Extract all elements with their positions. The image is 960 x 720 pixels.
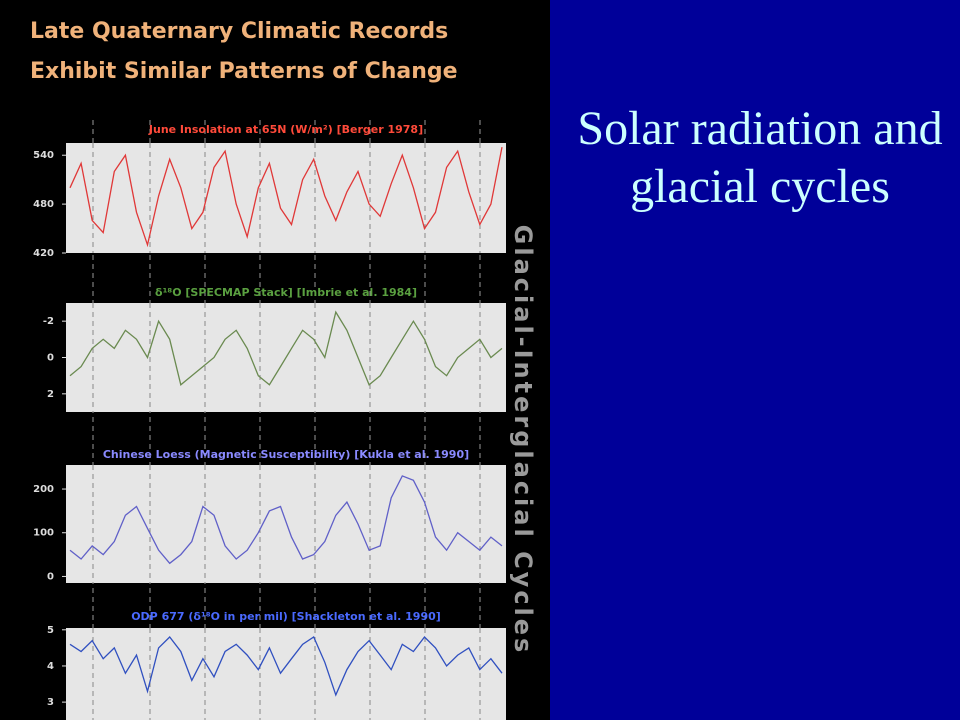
plot-title: June Insolation at 65N (W/m²) [Berger 19… — [148, 123, 423, 136]
y-tick-label: 420 — [33, 248, 54, 259]
y-tick-label: 2 — [47, 389, 54, 400]
y-tick-label: 3 — [47, 697, 54, 708]
y-tick-label: 5 — [47, 625, 54, 636]
data-line — [69, 310, 503, 386]
y-tick-label: 480 — [33, 199, 54, 210]
data-line — [69, 475, 503, 565]
plot-area — [66, 465, 506, 583]
y-tick-label: 0 — [47, 571, 54, 582]
chart-panel: Late Quaternary Climatic Records Exhibit… — [0, 0, 550, 720]
plot-area — [66, 143, 506, 253]
y-tick-label: 4 — [47, 661, 54, 672]
data-line — [69, 146, 503, 248]
data-line — [69, 636, 503, 697]
y-tick-label: 200 — [33, 484, 54, 495]
side-label: Glacial-Interglacial Cycles — [509, 225, 537, 656]
slide-title: Late Quaternary Climatic Records — [30, 19, 448, 44]
y-tick-label: 100 — [33, 528, 54, 539]
caption: Solar radiation and glacial cycles — [577, 102, 943, 213]
y-tick-label: -2 — [43, 316, 54, 327]
y-tick-label: 540 — [33, 150, 54, 161]
plot-title: Chinese Loess (Magnetic Susceptibility) … — [103, 448, 469, 461]
plot-area — [66, 628, 506, 720]
y-tick-label: 0 — [47, 353, 54, 364]
slide-title: Exhibit Similar Patterns of Change — [30, 59, 458, 84]
plot-title: δ¹⁸O [SPECMAP Stack] [Imbrie et al. 1984… — [155, 286, 417, 299]
plot-title: ODP 677 (δ¹⁸O in per mil) [Shackleton et… — [131, 610, 441, 623]
